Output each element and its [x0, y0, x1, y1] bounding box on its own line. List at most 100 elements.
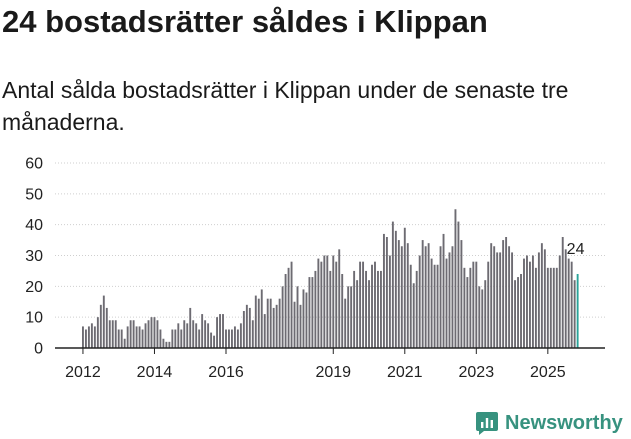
bar	[162, 338, 165, 348]
bar	[552, 267, 555, 348]
bar	[400, 246, 403, 348]
bar	[213, 335, 216, 348]
bar	[490, 243, 493, 348]
bar	[505, 237, 508, 348]
bar	[418, 255, 421, 348]
bar	[385, 237, 388, 348]
bar	[132, 320, 135, 348]
bar	[138, 326, 141, 348]
y-axis-ticks: 0 10 20 30 40 50 60	[25, 156, 43, 358]
bar	[517, 277, 519, 348]
bars	[82, 209, 579, 348]
bar	[406, 243, 409, 348]
bar	[347, 286, 350, 348]
bar	[442, 233, 445, 348]
bar	[281, 286, 284, 348]
bar	[308, 277, 311, 348]
y-tick-label-30: 30	[25, 248, 43, 265]
bar	[475, 261, 478, 348]
bar	[245, 304, 248, 348]
bar	[144, 323, 147, 348]
bar	[150, 317, 153, 348]
bar	[573, 280, 576, 348]
y-tick-label-10: 10	[25, 310, 43, 327]
bar	[180, 329, 183, 348]
bar	[177, 323, 180, 348]
bar	[257, 298, 260, 348]
bar	[222, 314, 224, 348]
bar-latest	[576, 274, 579, 348]
bar	[335, 261, 338, 348]
bar	[570, 261, 573, 348]
x-axis-ticks: 2012 2014 2016 2019 2021 2023 2025	[65, 348, 566, 381]
bar	[388, 255, 391, 348]
bar	[338, 249, 341, 348]
bar	[502, 240, 505, 348]
bar	[329, 270, 332, 348]
bar	[99, 304, 102, 348]
bar	[272, 307, 275, 348]
bar	[433, 264, 436, 348]
bar	[409, 264, 412, 348]
bar	[382, 233, 385, 348]
bar	[236, 329, 239, 348]
bar	[534, 267, 537, 348]
bar	[129, 320, 132, 348]
bar	[183, 320, 186, 348]
bar	[242, 311, 245, 348]
bar	[391, 221, 394, 348]
bar	[156, 320, 159, 348]
bar	[546, 267, 549, 348]
bar	[204, 320, 207, 348]
bar	[451, 246, 454, 348]
bar	[225, 329, 227, 348]
bar	[356, 280, 359, 348]
bar	[141, 329, 144, 348]
bar	[126, 326, 129, 348]
bar	[195, 323, 198, 348]
x-tick-label-2025: 2025	[530, 364, 566, 381]
bar	[323, 255, 326, 348]
bar	[290, 261, 293, 348]
bar	[269, 298, 272, 348]
bar	[305, 292, 308, 348]
bar	[278, 298, 281, 348]
bar	[296, 286, 299, 348]
bar	[460, 240, 463, 348]
bar	[165, 341, 168, 348]
newsworthy-logo: Newsworthy	[475, 408, 623, 438]
bar	[353, 270, 356, 348]
bar	[341, 274, 344, 348]
bar	[233, 326, 236, 348]
bar	[567, 258, 570, 348]
bar	[484, 280, 487, 348]
chart-subtitle: Antal sålda bostadsrätter i Klippan unde…	[2, 77, 569, 135]
bar	[159, 329, 162, 348]
bar	[174, 329, 177, 348]
bar	[287, 267, 290, 348]
bar	[207, 323, 210, 348]
bar	[216, 317, 218, 348]
bar	[320, 261, 323, 348]
bar	[123, 338, 126, 348]
bar	[147, 320, 150, 348]
x-tick-label-2021: 2021	[387, 364, 423, 381]
bar	[254, 295, 257, 348]
bar	[189, 307, 192, 348]
bar	[457, 221, 460, 348]
bar	[248, 307, 251, 348]
chart-bubble-icon	[476, 412, 498, 435]
y-tick-label-50: 50	[25, 186, 43, 203]
bar	[82, 326, 84, 348]
bar	[487, 261, 490, 348]
bar	[469, 267, 472, 348]
chart-title: 24 bostadsrätter såldes i Klippan	[2, 4, 488, 39]
bar	[326, 255, 329, 348]
bar	[314, 270, 317, 348]
bar	[135, 326, 138, 348]
data-labels: 24	[567, 241, 585, 258]
bar	[365, 270, 367, 348]
bar	[397, 240, 400, 348]
y-tick-label-0: 0	[34, 341, 43, 358]
bar	[299, 304, 302, 348]
